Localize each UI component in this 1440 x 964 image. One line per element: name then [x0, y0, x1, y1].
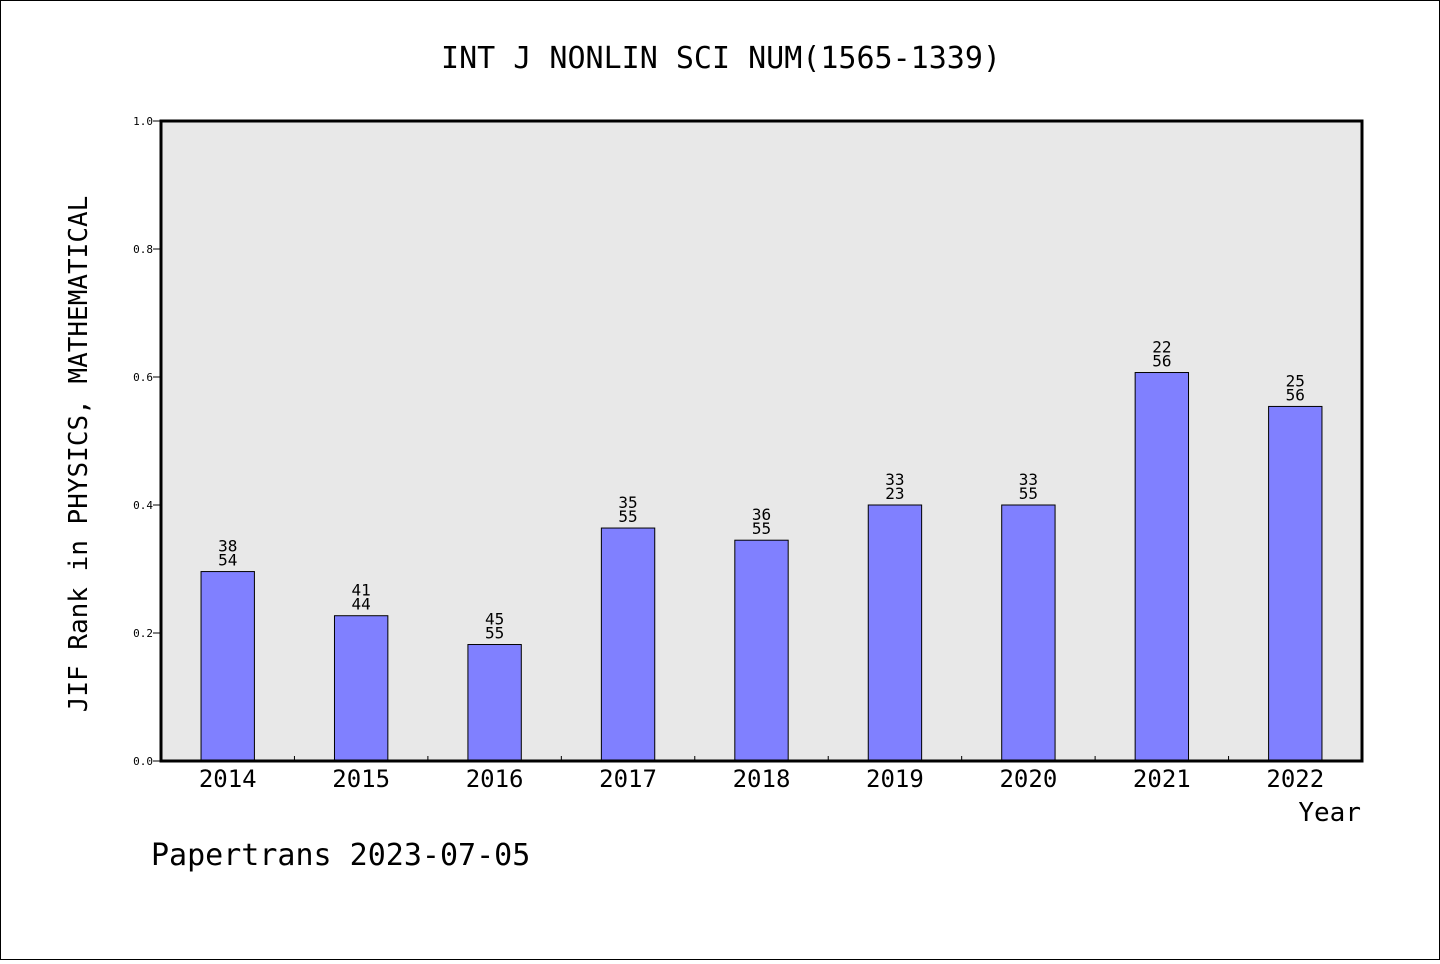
bar-2014 [200, 571, 255, 762]
plot-border [159, 119, 1364, 763]
bar-label-bottom: 23 [885, 484, 904, 503]
x-tick-labels: 2014 2015 2016 2017 2018 2019 2020 2021 2022 [199, 765, 1324, 793]
bar-2015 [333, 615, 389, 762]
bar-2016 [467, 644, 522, 762]
bar-label-bottom: 56 [1286, 385, 1305, 404]
x-tick-label: 2017 [599, 765, 657, 793]
bar-label-top: 41 [352, 581, 371, 600]
bar-label-bottom: 55 [752, 519, 771, 538]
bar-2022 [1268, 405, 1323, 762]
y-tick-label: 0.6 [133, 371, 153, 384]
y-tick-label: 0.8 [133, 243, 153, 256]
bar-2021 [1134, 372, 1190, 762]
bar-2020 [1001, 504, 1056, 762]
x-tick-label: 2021 [1133, 765, 1191, 793]
y-tick-label: 1.0 [133, 115, 153, 128]
x-tick-label: 2019 [866, 765, 924, 793]
y-ticks: 0.0 0.2 0.4 0.6 0.8 1.0 [133, 115, 161, 768]
bar-label-top: 36 [752, 505, 771, 524]
bar-label-top: 35 [618, 493, 637, 512]
bar-2019 [867, 504, 923, 762]
bar-label-bottom: 55 [1019, 484, 1038, 503]
bar-label-top: 33 [885, 470, 904, 489]
x-tick-label: 2018 [733, 765, 791, 793]
x-tick-label: 2020 [999, 765, 1057, 793]
bar-label-bottom: 44 [352, 595, 371, 614]
bar-label-top: 22 [1152, 338, 1171, 357]
bars [200, 372, 1323, 762]
x-tick-label: 2015 [332, 765, 390, 793]
y-axis-label: JIF Rank in PHYSICS, MATHEMATICAL [64, 196, 94, 713]
x-axis-label: Year [1298, 798, 1361, 828]
bar-2018 [734, 539, 789, 762]
footer-text: Papertrans 2023-07-05 [151, 838, 530, 873]
bar-label-bottom: 54 [218, 551, 237, 570]
bar-label-bottom: 56 [1152, 352, 1171, 371]
x-tick-label: 2016 [466, 765, 524, 793]
x-tick-label: 2014 [199, 765, 257, 793]
bar-label-top: 45 [485, 610, 504, 629]
bar-label-top: 33 [1019, 470, 1038, 489]
chart-title: INT J NONLIN SCI NUM(1565-1339) [441, 41, 1001, 76]
bar-label-bottom: 55 [485, 624, 504, 643]
y-tick-label: 0.4 [133, 499, 153, 512]
x-tick-label: 2022 [1266, 765, 1324, 793]
y-tick-label: 0.0 [133, 755, 153, 768]
y-tick-label: 0.2 [133, 627, 153, 640]
bar-label-bottom: 55 [618, 507, 637, 526]
bar-2017 [600, 527, 656, 762]
bar-label-top: 25 [1286, 371, 1305, 390]
bar-label-top: 38 [218, 537, 237, 556]
